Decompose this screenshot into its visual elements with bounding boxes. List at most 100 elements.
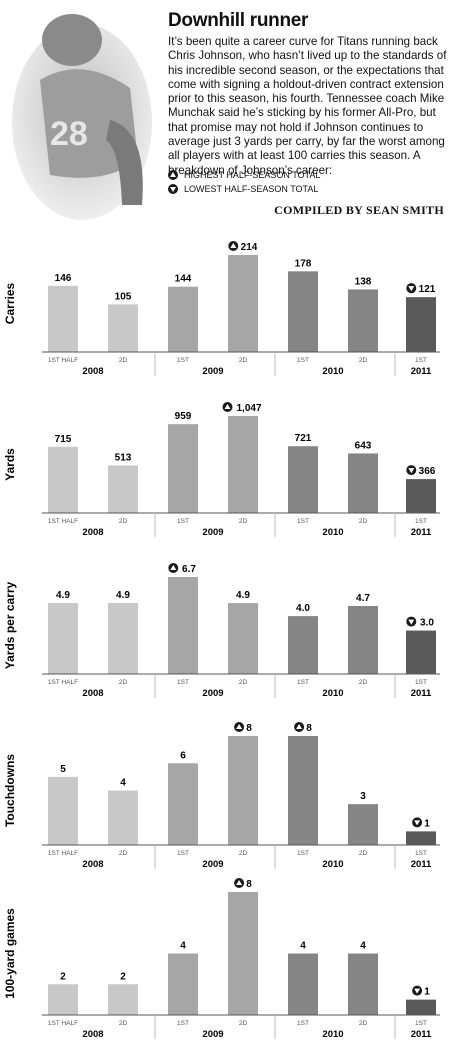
bar [406,831,436,845]
tick-label: 2D [119,850,128,857]
bar [108,465,138,513]
bar [406,479,436,513]
data-label: 4 [180,941,186,952]
high-marker-icon-glyph [224,404,231,409]
data-label: 4 [360,941,366,952]
tick-label: 1ST HALF [48,1020,78,1027]
data-label: 8 [306,723,312,734]
chart-yards-per-carry: Yards per carry 4.9 4.9 6.7 4.9 4.0 4.7 3.0 1ST … [3,563,440,699]
year-label: 2010 [322,366,343,377]
year-label: 2008 [82,688,103,699]
tick-label: 2D [359,850,368,857]
bar [168,424,198,513]
chart-100-yard-games: 100-yard games 2 2 4 8 4 4 1 1ST HALF 2D 1ST 2D 1ST 2… [3,878,440,1040]
tick-label: 2D [119,1020,128,1027]
data-label: 138 [355,276,372,287]
data-label: 6.7 [182,564,196,575]
data-label: 3 [360,791,366,802]
tick-label: 2D [359,1020,368,1027]
tick-label: 1ST [415,850,427,857]
triangle-down-icon [168,184,178,194]
bar [48,603,78,674]
tick-label: 1ST [177,357,189,364]
data-label: 4.9 [236,590,250,601]
data-label: 959 [175,411,192,422]
tick-label: 1ST [177,1020,189,1027]
tick-label: 2D [119,679,128,686]
y-axis-label: Yards [3,448,17,481]
tick-label: 1ST HALF [48,357,78,364]
year-label: 2008 [82,1029,103,1040]
data-label: 214 [241,242,258,253]
tick-label: 1ST HALF [48,679,78,686]
high-marker-icon-glyph [236,724,243,729]
bar [348,953,378,1015]
year-label: 2011 [411,366,432,377]
tick-label: 2D [239,1020,248,1027]
low-marker-icon-glyph [408,468,415,474]
data-label: 715 [55,434,72,445]
tick-label: 1ST [415,518,427,525]
chart-yards: Yards 715 513 959 1,047 721 643 366 1ST HALF 2D 1S… [3,402,440,538]
bar [288,736,318,845]
year-label: 2011 [411,859,432,870]
credit-line: COMPILED BY SEAN SMITH [274,203,444,217]
year-label: 2009 [202,859,223,870]
legend-low: LOWEST HALF-SEASON TOTAL [168,184,318,194]
data-label: 4.9 [116,590,130,601]
y-axis-label: 100-yard games [3,908,17,999]
y-axis-label: Touchdowns [3,754,17,827]
player-photo: 28 [12,14,152,220]
year-label: 2009 [202,527,223,538]
header: 28 Downhill runner It’s been quite a car… [0,0,460,230]
data-label: 3.0 [420,618,434,629]
data-label: 6 [180,750,186,761]
bar [348,804,378,845]
tick-label: 1ST [177,518,189,525]
bar [228,416,258,513]
year-label: 2008 [82,527,103,538]
intro-paragraph: It’s been quite a career curve for Titan… [168,35,447,177]
tick-label: 1ST HALF [48,518,78,525]
year-label: 2008 [82,366,103,377]
data-label: 1 [424,818,430,829]
bar [168,953,198,1015]
tick-label: 2D [119,518,128,525]
data-label: 4.7 [356,593,370,604]
bar [48,285,78,352]
high-marker-icon-glyph [236,880,243,885]
y-axis-label: Carries [3,283,17,325]
bar [108,603,138,674]
bar [406,630,436,674]
legend-high: HIGHEST HALF-SEASON TOTAL [168,170,320,180]
data-label: 366 [419,466,436,477]
bar [168,577,198,674]
tick-label: 1ST [297,357,309,364]
data-label: 178 [295,258,312,269]
year-label: 2009 [202,688,223,699]
tick-label: 1ST [415,357,427,364]
data-label: 5 [60,764,66,775]
bar [48,984,78,1015]
tick-label: 2D [239,518,248,525]
data-label: 4 [120,778,126,789]
high-marker-icon-glyph [170,565,177,570]
tick-label: 2D [359,679,368,686]
bar [228,255,258,352]
bar [406,999,436,1015]
data-label: 121 [419,284,436,295]
data-label: 721 [295,433,312,444]
bar [288,953,318,1015]
bar [168,763,198,845]
data-label: 4 [300,941,306,952]
bar [288,446,318,513]
year-label: 2010 [322,688,343,699]
data-label: 1 [424,987,430,998]
data-label: 105 [115,291,132,302]
data-label: 4.9 [56,590,70,601]
y-axis-label: Yards per carry [3,581,17,669]
tick-label: 2D [239,357,248,364]
legend-high-label: HIGHEST HALF-SEASON TOTAL [184,170,321,180]
bar [288,616,318,674]
data-label: 8 [246,879,252,890]
